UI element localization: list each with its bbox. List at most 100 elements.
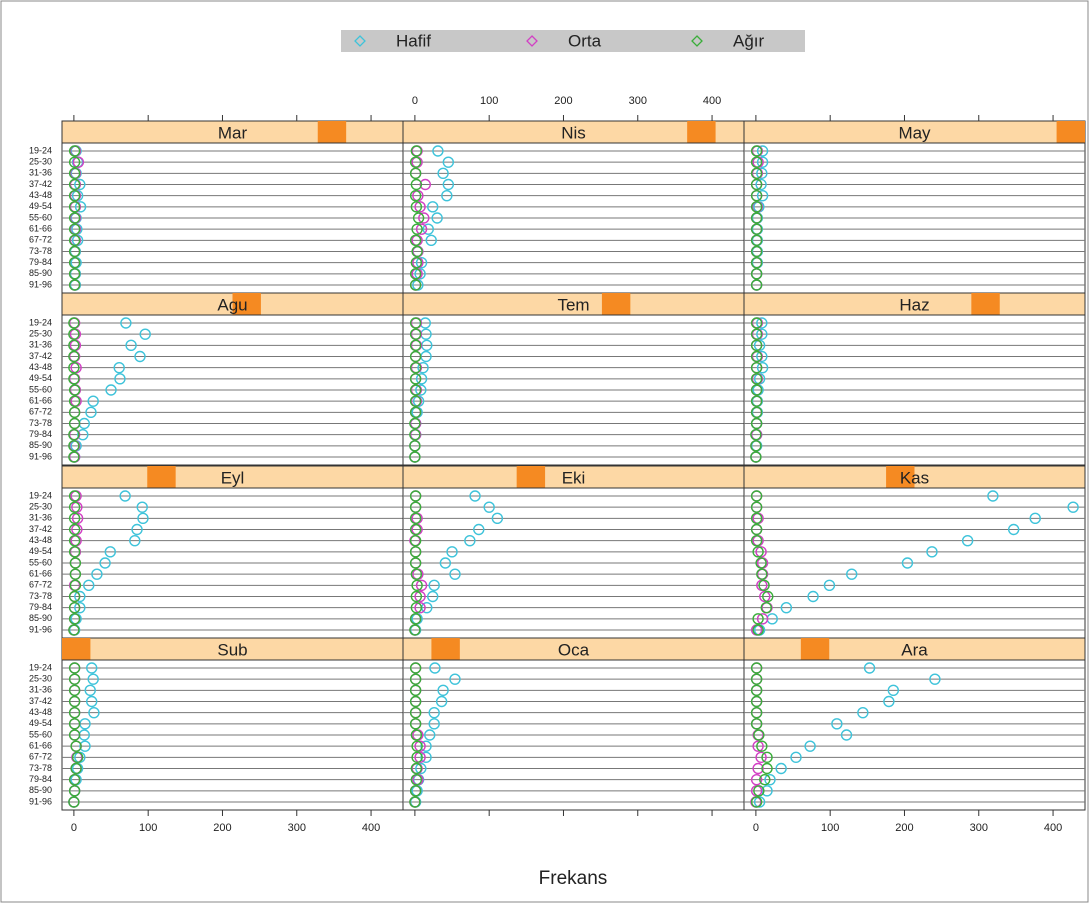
y-tick-label: 37-42 bbox=[29, 351, 52, 361]
dot bbox=[409, 796, 421, 808]
dot bbox=[409, 384, 422, 396]
dot bbox=[105, 384, 117, 396]
dot bbox=[411, 579, 423, 592]
dot bbox=[437, 684, 449, 697]
dot bbox=[68, 613, 81, 625]
legend-label: Ağır bbox=[733, 31, 765, 50]
y-tick-label: 49-54 bbox=[29, 201, 52, 211]
dot bbox=[74, 201, 87, 213]
dot bbox=[68, 279, 81, 291]
x-tick-label: 0 bbox=[412, 95, 418, 107]
dot bbox=[750, 662, 763, 674]
dot bbox=[409, 624, 421, 636]
y-tick-label: 37-42 bbox=[29, 696, 52, 706]
dot bbox=[409, 512, 422, 525]
dot bbox=[961, 534, 974, 547]
dot bbox=[87, 395, 99, 407]
dot bbox=[70, 762, 82, 775]
dot bbox=[752, 740, 764, 752]
dot bbox=[750, 501, 763, 513]
dot bbox=[409, 613, 422, 625]
dot bbox=[756, 613, 769, 625]
x-tick-label: 100 bbox=[821, 822, 839, 834]
dot bbox=[68, 451, 80, 463]
y-tick-label: 61-66 bbox=[29, 569, 52, 579]
legend-label: Hafif bbox=[396, 31, 431, 50]
dot bbox=[753, 339, 766, 352]
dot bbox=[750, 201, 763, 213]
y-tick-label: 55-60 bbox=[29, 212, 52, 222]
dot bbox=[883, 695, 895, 708]
dot bbox=[68, 212, 81, 224]
dot bbox=[750, 796, 763, 808]
strip-title: Sub bbox=[217, 640, 247, 659]
dot bbox=[410, 201, 423, 213]
dot bbox=[68, 490, 81, 502]
y-tick-label: 55-60 bbox=[29, 557, 52, 567]
dot bbox=[750, 534, 763, 547]
dot bbox=[750, 395, 763, 407]
x-tick-label: 400 bbox=[703, 95, 721, 107]
y-tick-label: 43-48 bbox=[29, 535, 52, 545]
dot bbox=[409, 673, 422, 685]
strip-title: Agu bbox=[217, 295, 247, 314]
y-tick-label: 67-72 bbox=[29, 407, 52, 417]
dot bbox=[409, 684, 422, 697]
dot bbox=[136, 501, 148, 513]
strip-level bbox=[886, 466, 915, 488]
dot bbox=[491, 512, 504, 525]
dot bbox=[415, 223, 428, 235]
strip-title: Mar bbox=[218, 123, 248, 142]
dot bbox=[409, 167, 422, 180]
dot bbox=[414, 268, 426, 280]
strip-level bbox=[62, 638, 91, 660]
dot bbox=[901, 557, 914, 569]
x-tick-label: 200 bbox=[895, 822, 913, 834]
dot bbox=[804, 740, 816, 752]
dot bbox=[409, 339, 422, 352]
dot bbox=[86, 695, 98, 708]
y-tick-label: 67-72 bbox=[29, 580, 52, 590]
dot bbox=[68, 523, 81, 536]
dot bbox=[863, 662, 876, 674]
dot bbox=[428, 579, 440, 592]
strip-title: Kas bbox=[900, 468, 929, 487]
dot bbox=[756, 740, 768, 752]
dot bbox=[750, 178, 763, 191]
dot bbox=[857, 706, 869, 719]
y-tick-label: 25-30 bbox=[29, 157, 52, 167]
x-tick-label: 200 bbox=[213, 822, 231, 834]
dot bbox=[414, 601, 426, 614]
y-tick-label: 73-78 bbox=[29, 591, 52, 601]
strip-level bbox=[516, 466, 546, 488]
y-tick-label: 67-72 bbox=[29, 235, 52, 245]
y-tick-label: 43-48 bbox=[29, 190, 52, 200]
dot bbox=[428, 718, 440, 730]
dot bbox=[68, 501, 81, 513]
dot bbox=[414, 590, 426, 603]
dot bbox=[410, 601, 423, 614]
legend-marker bbox=[526, 35, 538, 47]
dot bbox=[409, 417, 421, 430]
dot bbox=[409, 534, 422, 547]
dot bbox=[69, 579, 82, 592]
y-tick-label: 85-90 bbox=[29, 613, 52, 623]
dot bbox=[420, 751, 432, 764]
dot bbox=[68, 189, 81, 202]
y-tick-label: 85-90 bbox=[29, 785, 52, 795]
dot bbox=[134, 350, 146, 363]
dot bbox=[753, 729, 765, 741]
dot bbox=[68, 773, 81, 786]
dot bbox=[410, 568, 423, 580]
strip-level bbox=[1056, 121, 1085, 143]
y-tick-label: 19-24 bbox=[29, 317, 52, 327]
dot bbox=[68, 796, 80, 808]
dot bbox=[428, 706, 440, 719]
dot bbox=[68, 695, 81, 708]
dot bbox=[750, 339, 763, 352]
dot bbox=[410, 762, 423, 775]
strip-title: Eki bbox=[562, 468, 586, 487]
dot bbox=[419, 178, 431, 191]
strip-level bbox=[232, 293, 261, 315]
